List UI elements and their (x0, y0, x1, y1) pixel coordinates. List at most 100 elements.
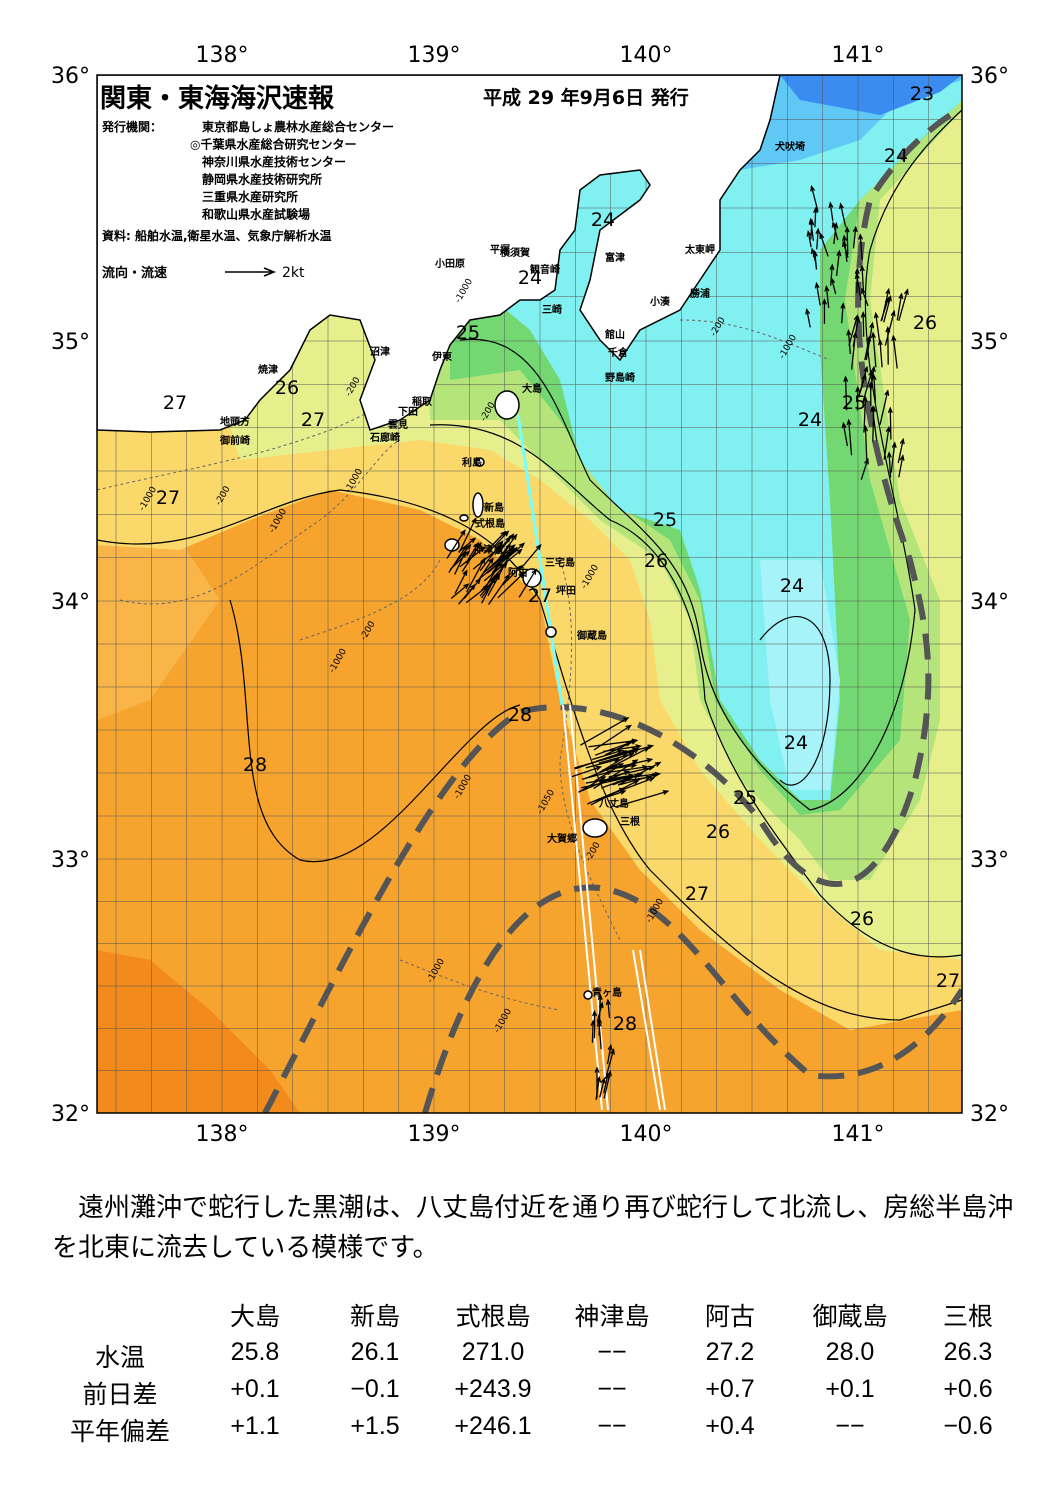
isotherm-label: 27 (936, 970, 960, 992)
table-cell: 25.8 (230, 1338, 280, 1366)
current-arrow (594, 790, 626, 802)
current-arrow-head (631, 759, 639, 765)
current-arrow-head (808, 217, 814, 225)
current-arrow (520, 544, 542, 569)
legend-label: 流向・流速 (102, 265, 167, 281)
current-arrow-head (654, 761, 662, 767)
place-name: 焼津 (258, 363, 278, 376)
table-cell: −− (597, 1338, 627, 1366)
summary: 遠州灘沖で蛇行した黒潮は、八丈島付近を通り再び蛇行して北流し、房総半島沖を北東に… (52, 1193, 1014, 1263)
current-arrow-head (871, 373, 877, 381)
current-arrow-head (855, 316, 861, 323)
current-arrow-head (868, 369, 874, 377)
current-arrow-head (815, 227, 821, 235)
place-name: 三根 (620, 815, 640, 828)
current-arrow (481, 577, 496, 604)
current-arrow-head (854, 267, 860, 274)
current-arrow-head (859, 264, 865, 272)
current-arrow-head (841, 421, 847, 429)
place-name: 下田 (398, 406, 418, 418)
current-arrow (606, 1045, 612, 1065)
current-arrow-head (870, 405, 876, 412)
current-arrow-head (480, 557, 486, 564)
place-name: 富津 (605, 251, 625, 264)
lat-label: 33° (51, 848, 90, 873)
lat-label: 34° (51, 590, 90, 615)
place-name: 八丈島 (598, 797, 629, 810)
place-name: 千倉 (608, 346, 629, 359)
current-arrow-head (609, 1048, 615, 1055)
current-arrow-head (662, 790, 670, 795)
lon-label: 140° (620, 43, 673, 68)
zone-24-light (760, 560, 840, 790)
current-arrow (482, 551, 511, 574)
current-arrow (892, 336, 898, 369)
place-name: 新島 (484, 501, 504, 514)
current-arrow (898, 289, 909, 321)
place-name: 利島 (462, 456, 482, 469)
current-arrow (580, 717, 629, 746)
map-frame (96, 74, 963, 1114)
current-arrow (862, 371, 873, 402)
current-arrow-head (861, 287, 866, 295)
current-arrow-head (866, 335, 872, 342)
current-arrow-head (829, 263, 835, 271)
table-cell: −− (597, 1375, 627, 1403)
place-name: 御前崎 (219, 434, 250, 447)
table-cell: +0.4 (705, 1412, 755, 1440)
current-arrow-head (623, 770, 631, 776)
isotherm-label: 27 (685, 883, 709, 905)
current-arrow (810, 219, 815, 241)
current-arrow-head (475, 577, 482, 585)
current-arrow (839, 203, 847, 228)
current-arrow (588, 739, 637, 748)
lat-label: 36° (970, 64, 1009, 89)
current-arrow-head (891, 334, 897, 342)
current-arrow-head (631, 738, 639, 744)
table-cell: −− (597, 1412, 627, 1440)
place-name: 平塚 (490, 243, 510, 256)
current-arrow (455, 544, 471, 563)
current-arrow (833, 223, 837, 245)
lat-label: 35° (970, 330, 1009, 355)
lat-label: 34° (970, 590, 1009, 615)
current-arrow (848, 420, 853, 456)
table-cell: 水温 (94, 1343, 146, 1372)
place-name: 大島 (522, 382, 542, 395)
current-arrow (603, 1071, 612, 1099)
ship-track (562, 704, 666, 1111)
current-arrow (488, 574, 510, 605)
current-arrow-head (605, 998, 611, 1006)
current-arrow-head (596, 1020, 602, 1027)
current-arrow-head (852, 225, 858, 233)
land (97, 75, 781, 433)
table-cell: 御蔵島 (812, 1302, 888, 1331)
current-arrow-head (600, 1076, 606, 1084)
current-arrow-head (806, 230, 812, 237)
current-arrow-head (465, 543, 472, 550)
current-arrow (879, 340, 883, 368)
current-arrow (598, 1021, 602, 1050)
isotherm-label: 25 (842, 392, 866, 414)
current-arrow (890, 442, 896, 473)
current-arrow (507, 542, 525, 558)
current-arrow-head (836, 249, 842, 257)
place-name: 太東岬 (684, 243, 715, 256)
current-arrow-head (863, 424, 869, 432)
isotherm-label: 28 (243, 754, 267, 776)
place-name: 雲見 (388, 419, 408, 431)
table-cell: +0.1 (230, 1375, 280, 1403)
table-cell: 271.0 (461, 1338, 525, 1366)
lon-label: 138° (196, 1122, 249, 1147)
current-arrow-head (505, 542, 511, 550)
current-arrow-head (464, 550, 471, 557)
lon-label: 139° (408, 1122, 461, 1147)
current-arrow (484, 556, 504, 589)
current-arrow-head (622, 717, 630, 723)
current-arrows (446, 184, 909, 1100)
current-arrow-head (886, 294, 892, 302)
current-arrow (860, 459, 869, 480)
publisher: 東京都島しょ農林水産総合センター (202, 119, 394, 134)
current-arrow-head (869, 321, 875, 329)
